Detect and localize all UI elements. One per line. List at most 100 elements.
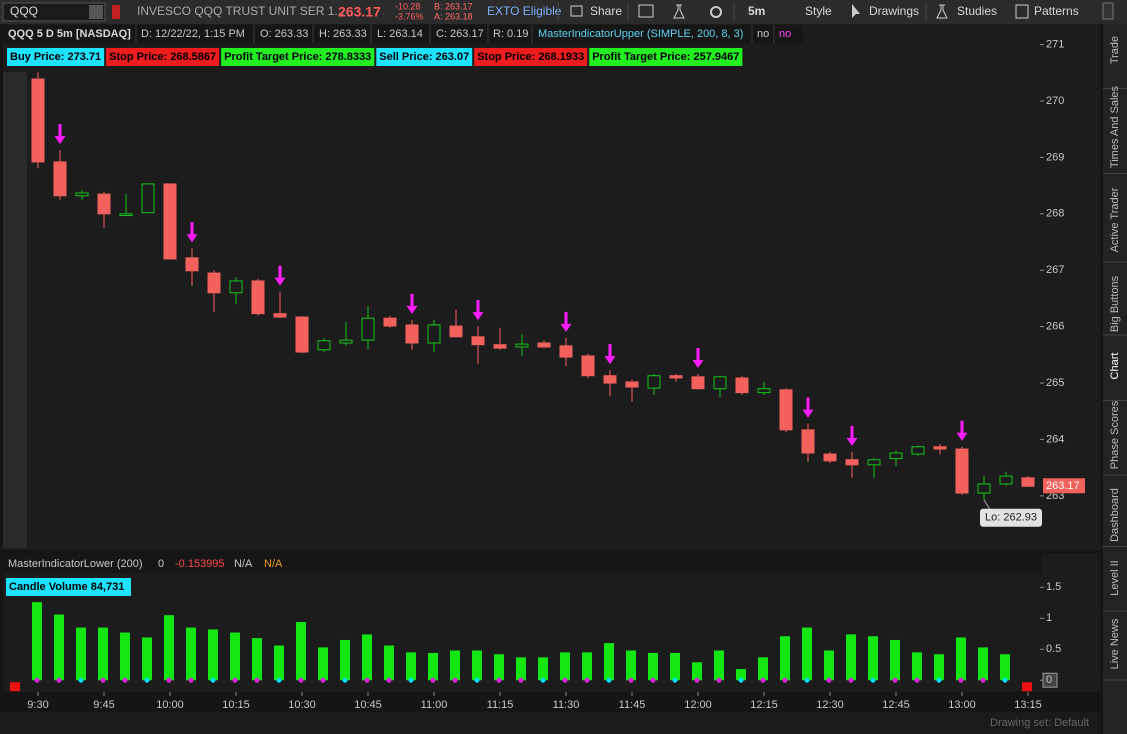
- candle-body: [933, 446, 947, 450]
- bid: B: 263.17: [434, 1, 473, 11]
- volume-dot: [936, 677, 942, 683]
- side-tab[interactable]: Trade: [1109, 36, 1121, 64]
- candle-body: [251, 280, 265, 315]
- volume-dot: [298, 677, 304, 683]
- volume-dot: [408, 677, 414, 683]
- icon: [1015, 4, 1029, 19]
- volume-dot: [606, 677, 612, 683]
- chart-symbol: QQQ 5 D 5m [NASDAQ]: [8, 28, 131, 40]
- volume-bar: [890, 639, 900, 681]
- change-pct: -3.76%: [395, 11, 424, 21]
- button[interactable]: Studies: [957, 4, 997, 18]
- icon[interactable]: [673, 4, 685, 19]
- side-tab[interactable]: Level II: [1109, 560, 1121, 595]
- volume-dot: [342, 677, 348, 683]
- side-tab[interactable]: Times And Sales: [1109, 85, 1121, 168]
- volume-bar: [758, 657, 768, 681]
- volume-dot: [474, 677, 480, 683]
- volume-dot: [320, 677, 326, 683]
- candle-body: [603, 375, 617, 384]
- volume-bar: [98, 627, 108, 681]
- volume-bar: [230, 632, 240, 681]
- y-tick-label: 268: [1046, 208, 1064, 220]
- x-tick-label: 12:15: [750, 699, 778, 711]
- share-icon: [570, 5, 583, 17]
- button[interactable]: Drawings: [869, 4, 919, 18]
- volume-bar: [582, 652, 592, 681]
- volume-bar: [428, 652, 438, 681]
- button[interactable]: Share: [590, 4, 622, 18]
- x-tick-label: 12:00: [684, 699, 712, 711]
- volume-dot: [584, 677, 590, 683]
- low-pointer: [983, 499, 991, 511]
- volume-dot: [562, 677, 568, 683]
- candle-body: [889, 452, 903, 460]
- side-tab[interactable]: Chart: [1109, 353, 1121, 380]
- price-panel: [3, 24, 1042, 550]
- order-label-bg: [376, 48, 473, 66]
- volume-bar: [868, 636, 878, 681]
- symbol[interactable]: QQQ: [10, 4, 38, 18]
- volume-label: Candle Volume 84,731: [9, 581, 124, 593]
- sell-signal: [472, 300, 484, 321]
- volume-bar: [934, 654, 944, 681]
- lower-header: [3, 553, 1042, 573]
- volume-bar: [978, 647, 988, 681]
- info-bar: [3, 25, 803, 43]
- order-label-bg: [7, 48, 105, 66]
- order-label: Profit Target Price: 257.9467: [592, 51, 739, 63]
- button[interactable]: Style: [805, 4, 832, 18]
- candle-body: [999, 475, 1013, 485]
- side-tab[interactable]: Big Buttons: [1109, 275, 1121, 332]
- candle-body: [449, 325, 463, 338]
- candle-body: [537, 342, 551, 348]
- volume-y-tick-label: 0: [1046, 674, 1052, 686]
- volume-y-tick-label: 0.5: [1046, 643, 1061, 655]
- volume-bar: [406, 652, 416, 681]
- lower-study-value: -0.153995: [175, 558, 225, 570]
- volume-bar: [538, 657, 548, 681]
- volume-dot: [540, 677, 546, 683]
- drawing-set[interactable]: Drawing set: Default: [990, 717, 1089, 729]
- button[interactable]: Patterns: [1034, 4, 1079, 18]
- symbol-box[interactable]: [2, 2, 106, 22]
- icon[interactable]: [710, 6, 722, 18]
- window-menu[interactable]: [1102, 2, 1114, 20]
- side-tab[interactable]: Active Trader: [1109, 187, 1121, 252]
- candle-body: [493, 344, 507, 349]
- x-tick-label: 11:00: [421, 699, 448, 711]
- candle-body: [361, 317, 375, 341]
- sell-signal: [956, 420, 968, 441]
- lower-study-value: N/A: [234, 558, 253, 570]
- volume-label-bg: [6, 578, 131, 596]
- candle-body: [229, 280, 243, 294]
- order-label-bg: [589, 48, 743, 66]
- side-tab[interactable]: Dashboard: [1109, 488, 1121, 542]
- exto[interactable]: EXTO Eligible: [487, 4, 562, 18]
- x-tick-label: 13:00: [948, 699, 976, 711]
- volume-bar: [956, 637, 966, 681]
- side-tab[interactable]: Live News: [1109, 618, 1121, 669]
- lower-study-value: 0: [158, 558, 164, 570]
- volume-dot: [518, 677, 524, 683]
- sell-signal: [692, 348, 704, 369]
- icon[interactable]: [638, 4, 654, 18]
- order-label: Stop Price: 268.1933: [477, 51, 584, 63]
- candle-body: [581, 355, 595, 377]
- button[interactable]: 5m: [748, 4, 765, 18]
- volume-y-tick-label: 1.5: [1046, 581, 1061, 593]
- volume-dot: [166, 677, 172, 683]
- candle-body: [801, 429, 815, 454]
- symbol-dropdown[interactable]: [89, 5, 103, 19]
- x-tick-label: 11:45: [619, 699, 646, 711]
- volume-dot: [848, 677, 854, 683]
- x-tick-label: 9:45: [93, 699, 114, 711]
- last-price-label: 263.17: [1046, 480, 1080, 492]
- volume-dot: [804, 677, 810, 683]
- volume-dot: [870, 677, 876, 683]
- side-tab[interactable]: Phase Scores: [1109, 400, 1121, 469]
- y-tick-label: 271: [1046, 39, 1064, 51]
- volume-dot: [628, 677, 634, 683]
- volume-bar: [164, 615, 174, 681]
